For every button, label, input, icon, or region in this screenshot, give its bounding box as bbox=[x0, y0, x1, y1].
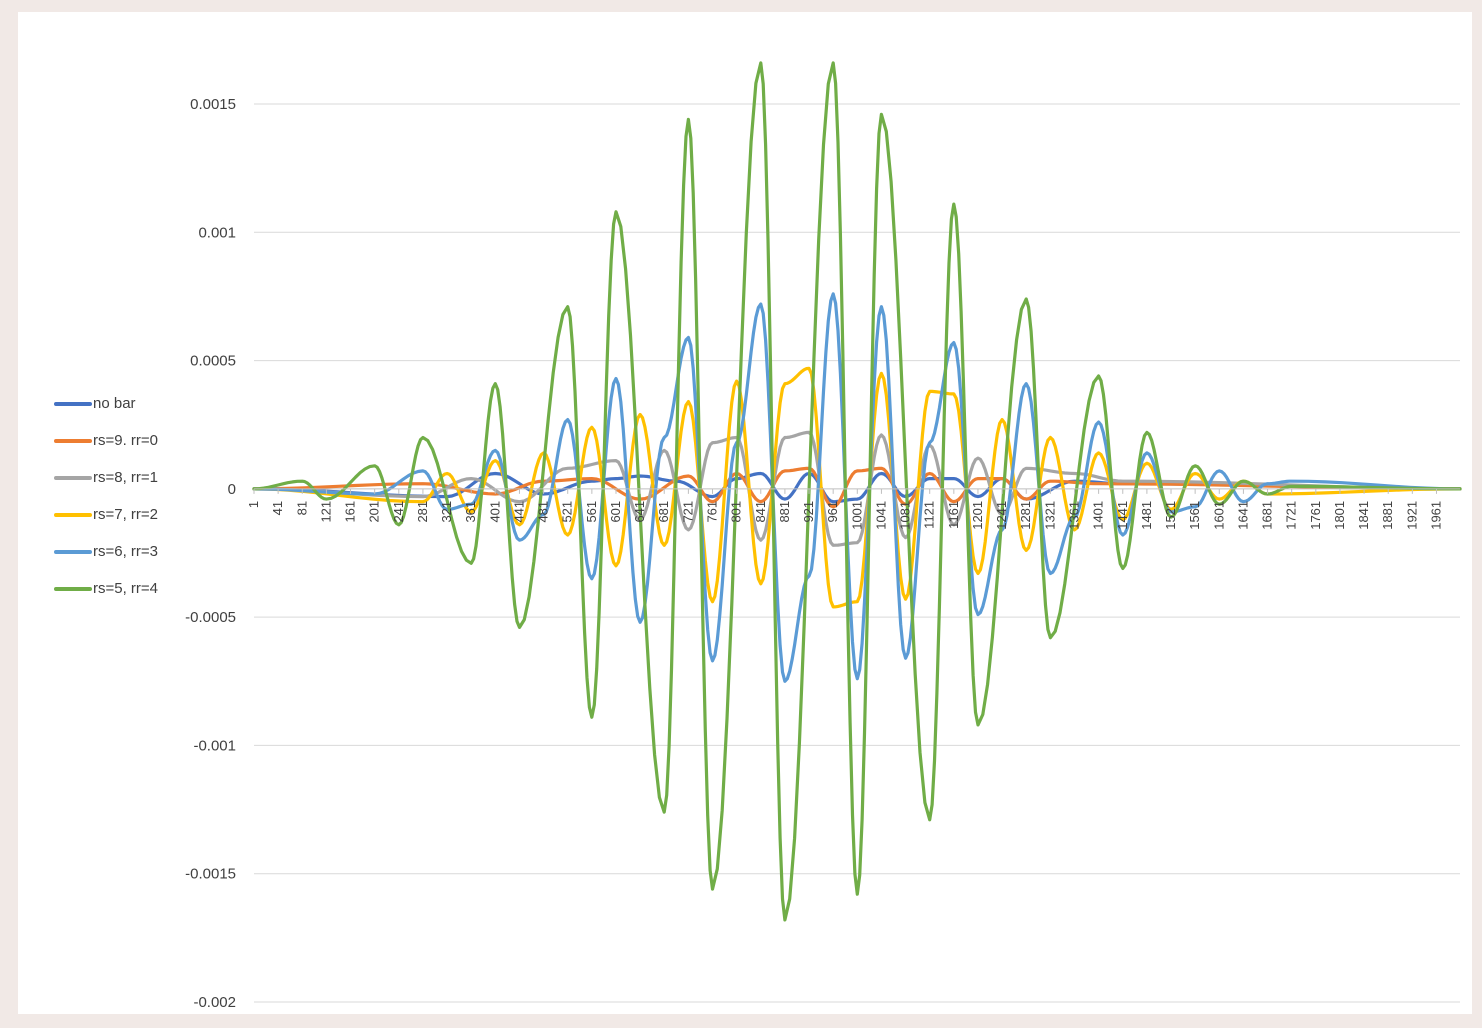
x-tick-label: 1 bbox=[246, 501, 261, 508]
x-tick-label: 1761 bbox=[1308, 501, 1323, 530]
x-tick-label: 321 bbox=[439, 501, 454, 523]
x-tick-label: 361 bbox=[463, 501, 478, 523]
legend-item: rs=5, rr=4 bbox=[54, 570, 158, 607]
x-tick-label: 1601 bbox=[1211, 501, 1226, 530]
legend-item: rs=6, rr=3 bbox=[54, 533, 158, 570]
legend-item: rs=9. rr=0 bbox=[54, 422, 158, 459]
x-tick-label: 1201 bbox=[970, 501, 985, 530]
y-tick-label: -0.0015 bbox=[185, 866, 236, 883]
x-tick-label: 1081 bbox=[898, 501, 913, 530]
x-tick-label: 161 bbox=[343, 501, 358, 523]
x-tick-label: 761 bbox=[705, 501, 720, 523]
series-line bbox=[252, 366, 1462, 609]
chart-area: 0.0015 0.001 0.0005 0 -0.0005 -0.001 -0.0015 -0… bbox=[18, 12, 1472, 1014]
legend-swatch bbox=[54, 438, 92, 443]
x-tick-label: 1521 bbox=[1163, 501, 1178, 530]
x-tick-label: 121 bbox=[318, 501, 333, 523]
x-tick-label: 641 bbox=[632, 501, 647, 523]
x-tick-label: 241 bbox=[391, 501, 406, 523]
x-tick-label: 1281 bbox=[1018, 501, 1033, 530]
x-tick-label: 1041 bbox=[873, 501, 888, 530]
axes: 0.0015 0.001 0.0005 0 -0.0005 -0.001 -0.0015 -0… bbox=[185, 96, 1460, 1011]
series-line bbox=[252, 61, 1462, 922]
x-tick-label: 841 bbox=[753, 501, 768, 523]
x-tick-label: 961 bbox=[825, 501, 840, 523]
y-tick-label: -0.002 bbox=[193, 994, 236, 1011]
x-tick-label: 1241 bbox=[994, 501, 1009, 530]
legend-label: rs=6, rr=3 bbox=[93, 543, 159, 560]
x-tick-label: 281 bbox=[415, 501, 430, 523]
legend: no bar rs=9. rr=0 rs=8, rr=1 rs=7, rr=2 rs=6… bbox=[54, 385, 158, 607]
legend-label: rs=5, rr=4 bbox=[93, 580, 159, 597]
y-tick-label: 0.0005 bbox=[190, 353, 236, 370]
x-tick-label: 1401 bbox=[1091, 501, 1106, 530]
y-tick-label: 0 bbox=[228, 481, 236, 498]
x-tick-label: 521 bbox=[560, 501, 575, 523]
x-tick-label: 1121 bbox=[922, 501, 937, 529]
x-tick-label: 401 bbox=[487, 501, 502, 523]
x-tick-label: 81 bbox=[294, 501, 309, 515]
legend-item: rs=8, rr=1 bbox=[54, 459, 158, 496]
x-tick-label: 41 bbox=[270, 501, 285, 515]
legend-swatch bbox=[54, 401, 92, 406]
x-tick-label: 561 bbox=[584, 501, 599, 523]
x-tick-label: 721 bbox=[680, 501, 695, 523]
legend-item: no bar bbox=[54, 385, 158, 422]
legend-label: rs=7, rr=2 bbox=[93, 506, 159, 523]
x-tick-label: 1481 bbox=[1139, 501, 1154, 530]
legend-item: rs=7, rr=2 bbox=[54, 496, 158, 533]
x-tick-label: 1921 bbox=[1404, 501, 1419, 530]
legend-swatch bbox=[54, 586, 92, 591]
x-tick-label: 1161 bbox=[946, 501, 961, 529]
legend-label: rs=8, rr=1 bbox=[93, 469, 159, 486]
legend-label: rs=9. rr=0 bbox=[93, 432, 159, 449]
x-tick-label: 681 bbox=[656, 501, 671, 523]
legend-swatch bbox=[54, 475, 92, 480]
x-tick-label: 1361 bbox=[1066, 501, 1081, 530]
line-chart: 0.0015 0.001 0.0005 0 -0.0005 -0.001 -0.0015 -0… bbox=[185, 61, 1462, 1011]
legend-swatch bbox=[54, 512, 92, 517]
x-tick-label: 881 bbox=[777, 501, 792, 523]
y-tick-label: -0.0005 bbox=[185, 609, 236, 626]
x-tick-label: 1961 bbox=[1428, 501, 1443, 530]
x-tick-label: 441 bbox=[511, 501, 526, 523]
x-tick-label: 1801 bbox=[1332, 501, 1347, 530]
x-tick-label: 1441 bbox=[1115, 501, 1130, 530]
x-tick-label: 1721 bbox=[1284, 501, 1299, 530]
x-tick-label: 601 bbox=[608, 501, 623, 523]
x-tick-label: 921 bbox=[801, 501, 816, 523]
x-tick-label: 1881 bbox=[1380, 501, 1395, 530]
x-tick-label: 1681 bbox=[1260, 501, 1275, 530]
x-tick-label: 1001 bbox=[849, 501, 864, 530]
x-tick-label: 801 bbox=[729, 501, 744, 523]
y-tick-label: 0.0015 bbox=[190, 96, 236, 113]
legend-swatch bbox=[54, 549, 92, 554]
series-lines bbox=[252, 61, 1462, 922]
x-tick-label: 201 bbox=[367, 501, 382, 523]
x-tick-label: 1561 bbox=[1187, 501, 1202, 530]
x-tick-label: 1841 bbox=[1356, 501, 1371, 530]
y-tick-label: 0.001 bbox=[198, 224, 236, 241]
x-tick-label: 481 bbox=[536, 501, 551, 523]
legend-label: no bar bbox=[93, 395, 136, 412]
y-tick-label: -0.001 bbox=[193, 737, 236, 754]
x-tick-label: 1641 bbox=[1235, 501, 1250, 530]
x-tick-label: 1321 bbox=[1042, 501, 1057, 530]
gridlines bbox=[254, 103, 1460, 1003]
